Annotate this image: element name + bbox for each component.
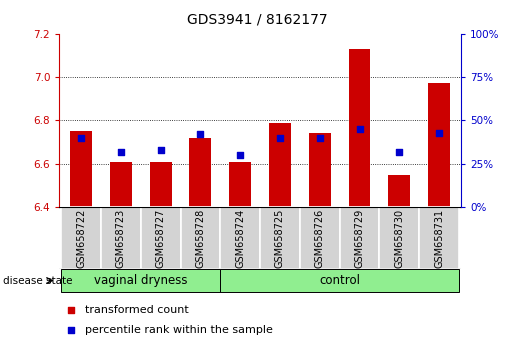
Bar <box>260 207 300 269</box>
Bar <box>190 138 211 207</box>
Text: GSM658728: GSM658728 <box>195 209 205 268</box>
Point <box>67 307 75 313</box>
Bar <box>150 161 171 207</box>
Bar <box>61 269 220 292</box>
Point <box>316 135 324 141</box>
Text: GSM658724: GSM658724 <box>235 209 245 268</box>
Bar <box>141 207 181 269</box>
Text: transformed count: transformed count <box>85 305 189 315</box>
Bar <box>309 133 331 207</box>
Point <box>77 135 85 141</box>
Point <box>196 131 204 137</box>
Text: GSM658730: GSM658730 <box>394 209 404 268</box>
Bar <box>269 122 291 207</box>
Bar <box>70 131 92 207</box>
Bar <box>388 175 410 207</box>
Bar <box>300 207 339 269</box>
Bar <box>419 207 459 269</box>
Bar <box>101 207 141 269</box>
Text: GSM658725: GSM658725 <box>275 209 285 268</box>
Text: GDS3941 / 8162177: GDS3941 / 8162177 <box>187 12 328 27</box>
Point <box>395 149 403 154</box>
Text: GSM658723: GSM658723 <box>116 209 126 268</box>
Point <box>276 135 284 141</box>
Text: vaginal dryness: vaginal dryness <box>94 274 187 287</box>
Bar <box>380 207 419 269</box>
Bar <box>220 207 260 269</box>
Point <box>157 147 165 153</box>
Bar <box>229 161 251 207</box>
Text: GSM658722: GSM658722 <box>76 209 86 268</box>
Text: percentile rank within the sample: percentile rank within the sample <box>85 325 273 335</box>
Text: disease state: disease state <box>3 275 72 286</box>
Bar <box>220 269 459 292</box>
Point <box>435 130 443 135</box>
Bar <box>339 207 380 269</box>
Point <box>355 126 364 132</box>
Bar <box>428 84 450 207</box>
Text: GSM658727: GSM658727 <box>156 209 166 268</box>
Point <box>117 149 125 154</box>
Text: GSM658731: GSM658731 <box>434 209 444 268</box>
Text: GSM658726: GSM658726 <box>315 209 325 268</box>
Point <box>236 152 244 158</box>
Point <box>67 327 75 332</box>
Bar <box>181 207 220 269</box>
Text: GSM658729: GSM658729 <box>354 209 365 268</box>
Bar <box>349 49 370 207</box>
Text: control: control <box>319 274 360 287</box>
Bar <box>110 161 132 207</box>
Bar <box>61 207 101 269</box>
